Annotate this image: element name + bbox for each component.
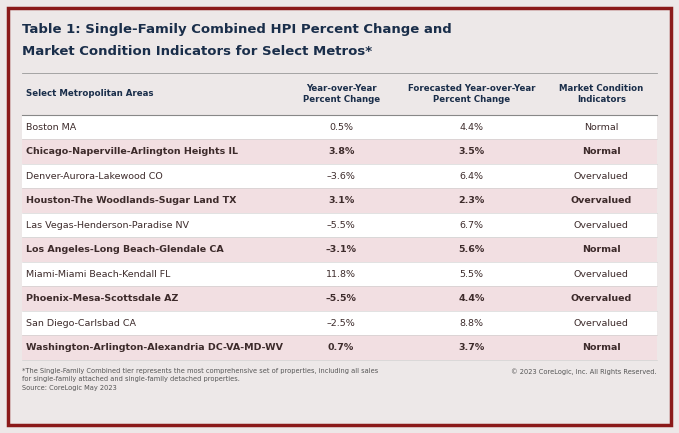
Text: –2.5%: –2.5% (327, 319, 356, 328)
Text: 4.4%: 4.4% (458, 294, 484, 303)
Text: Normal: Normal (582, 147, 621, 156)
Text: Table 1: Single-Family Combined HPI Percent Change and: Table 1: Single-Family Combined HPI Perc… (22, 23, 452, 36)
Text: 3.5%: 3.5% (458, 147, 484, 156)
Text: Boston MA: Boston MA (26, 123, 76, 132)
Text: Forecasted Year-over-Year
Percent Change: Forecasted Year-over-Year Percent Change (407, 84, 535, 104)
Text: San Diego-Carlsbad CA: San Diego-Carlsbad CA (26, 319, 136, 328)
Bar (22, 115, 657, 139)
Text: 5.5%: 5.5% (459, 270, 483, 279)
Text: Los Angeles-Long Beach-Glendale CA: Los Angeles-Long Beach-Glendale CA (26, 245, 224, 254)
Text: Houston-The Woodlands-Sugar Land TX: Houston-The Woodlands-Sugar Land TX (26, 196, 236, 205)
Text: Market Condition Indicators for Select Metros*: Market Condition Indicators for Select M… (22, 45, 372, 58)
Text: 5.6%: 5.6% (458, 245, 484, 254)
Text: Normal: Normal (582, 245, 621, 254)
Text: 4.4%: 4.4% (459, 123, 483, 132)
Bar (22, 336, 657, 360)
Text: 6.7%: 6.7% (459, 221, 483, 230)
Text: 3.8%: 3.8% (328, 147, 354, 156)
Text: 6.4%: 6.4% (459, 172, 483, 181)
Text: Overvalued: Overvalued (574, 221, 629, 230)
Bar (22, 73, 657, 115)
Text: –3.6%: –3.6% (327, 172, 356, 181)
Bar (22, 262, 657, 287)
Text: Select Metropolitan Areas: Select Metropolitan Areas (26, 90, 153, 98)
Text: –5.5%: –5.5% (327, 221, 356, 230)
Text: Washington-Arlington-Alexandria DC-VA-MD-WV: Washington-Arlington-Alexandria DC-VA-MD… (26, 343, 283, 352)
Bar (22, 287, 657, 311)
Bar (22, 164, 657, 188)
Text: Phoenix-Mesa-Scottsdale AZ: Phoenix-Mesa-Scottsdale AZ (26, 294, 179, 303)
Text: Overvalued: Overvalued (574, 270, 629, 279)
Bar (22, 213, 657, 237)
Text: 0.5%: 0.5% (329, 123, 353, 132)
Text: Denver-Aurora-Lakewood CO: Denver-Aurora-Lakewood CO (26, 172, 163, 181)
Bar (22, 237, 657, 262)
Text: Overvalued: Overvalued (574, 319, 629, 328)
Text: 11.8%: 11.8% (326, 270, 356, 279)
Text: 3.7%: 3.7% (458, 343, 484, 352)
Text: –5.5%: –5.5% (326, 294, 356, 303)
Bar (22, 139, 657, 164)
Text: © 2023 CoreLogic, Inc. All Rights Reserved.: © 2023 CoreLogic, Inc. All Rights Reserv… (511, 368, 657, 375)
Text: Normal: Normal (582, 343, 621, 352)
Text: Overvalued: Overvalued (574, 172, 629, 181)
Bar (22, 188, 657, 213)
Text: Market Condition
Indicators: Market Condition Indicators (559, 84, 644, 104)
Text: Year-over-Year
Percent Change: Year-over-Year Percent Change (303, 84, 380, 104)
Bar (22, 311, 657, 336)
Text: Miami-Miami Beach-Kendall FL: Miami-Miami Beach-Kendall FL (26, 270, 170, 279)
Text: Overvalued: Overvalued (571, 294, 632, 303)
Text: 2.3%: 2.3% (458, 196, 484, 205)
Text: 8.8%: 8.8% (459, 319, 483, 328)
Text: Normal: Normal (584, 123, 619, 132)
Text: Chicago-Naperville-Arlington Heights IL: Chicago-Naperville-Arlington Heights IL (26, 147, 238, 156)
Text: 0.7%: 0.7% (328, 343, 354, 352)
Text: *The Single-Family Combined tier represents the most comprehensive set of proper: *The Single-Family Combined tier represe… (22, 368, 378, 391)
Text: 3.1%: 3.1% (328, 196, 354, 205)
Text: Las Vegas-Henderson-Paradise NV: Las Vegas-Henderson-Paradise NV (26, 221, 189, 230)
Text: –3.1%: –3.1% (326, 245, 356, 254)
Text: Overvalued: Overvalued (571, 196, 632, 205)
